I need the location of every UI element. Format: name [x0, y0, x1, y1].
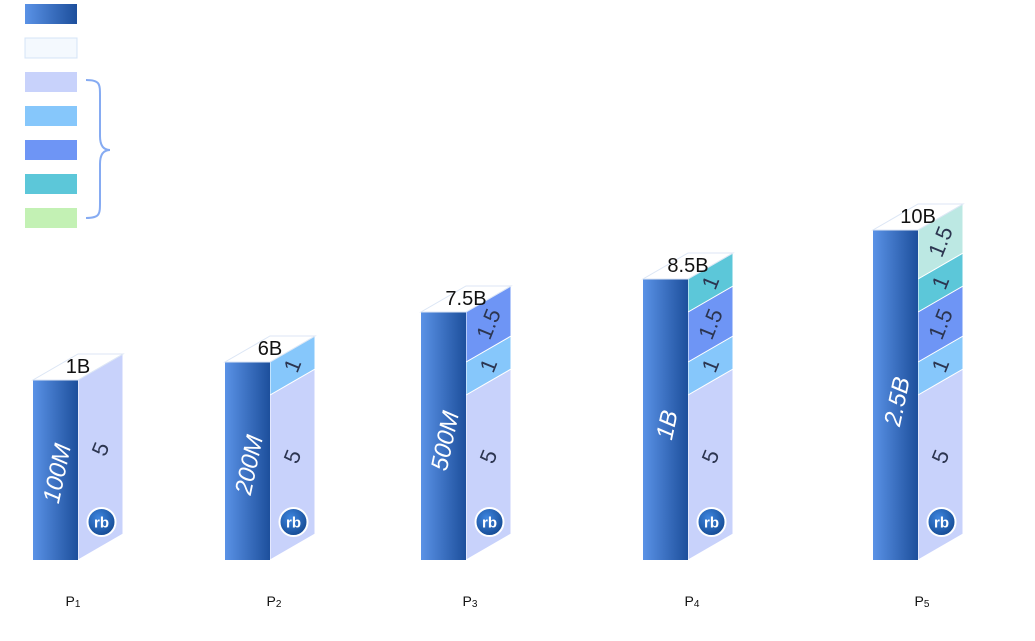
column-top	[641, 252, 735, 280]
x-axis: P1 P2 P3 P4 P5	[66, 593, 930, 610]
column-front	[421, 312, 466, 560]
column-front	[33, 380, 78, 560]
legend-swatch	[25, 174, 77, 194]
category-label-P5: P5	[915, 593, 930, 610]
logo-text: rb	[934, 515, 949, 532]
legend-swatch	[25, 72, 77, 92]
logo-text: rb	[286, 515, 301, 532]
column-total-label: 1B	[66, 356, 90, 378]
column-total-label: 10B	[900, 206, 936, 228]
legend-swatch	[25, 208, 77, 228]
category-label-P3: P3	[463, 593, 478, 610]
logo-text: rb	[94, 515, 109, 532]
legend	[24, 4, 111, 228]
category-label-P4: P4	[685, 593, 700, 610]
logo-badge	[86, 507, 117, 537]
logo-text: rb	[704, 515, 719, 532]
legend-brace	[85, 79, 111, 219]
column-total-label: 8.5B	[667, 255, 708, 277]
logo-text: rb	[482, 515, 497, 532]
legend-swatch	[25, 106, 77, 126]
column-front-label: 1B	[651, 408, 684, 442]
column-front	[643, 279, 688, 560]
column-top	[419, 285, 513, 313]
logo-badge	[278, 507, 309, 537]
logo-badge	[926, 507, 957, 537]
logo-badge	[696, 507, 727, 537]
legend-swatch	[25, 140, 77, 160]
column-front	[225, 362, 270, 560]
category-label-P2: P2	[267, 593, 282, 610]
column-top	[223, 335, 317, 363]
column-total-label: 7.5B	[445, 288, 486, 310]
column-front	[873, 230, 918, 560]
column-top	[31, 353, 125, 381]
column-total-label: 6B	[258, 338, 282, 360]
category-label-P1: P1	[66, 593, 81, 610]
logo-badge	[474, 507, 505, 537]
legend-swatch	[25, 4, 77, 24]
legend-swatch	[24, 37, 78, 59]
column-top	[871, 203, 965, 231]
columns: 5100M1Brb51200M6Brb511.5500M7.5Brb511.51…	[31, 203, 965, 561]
